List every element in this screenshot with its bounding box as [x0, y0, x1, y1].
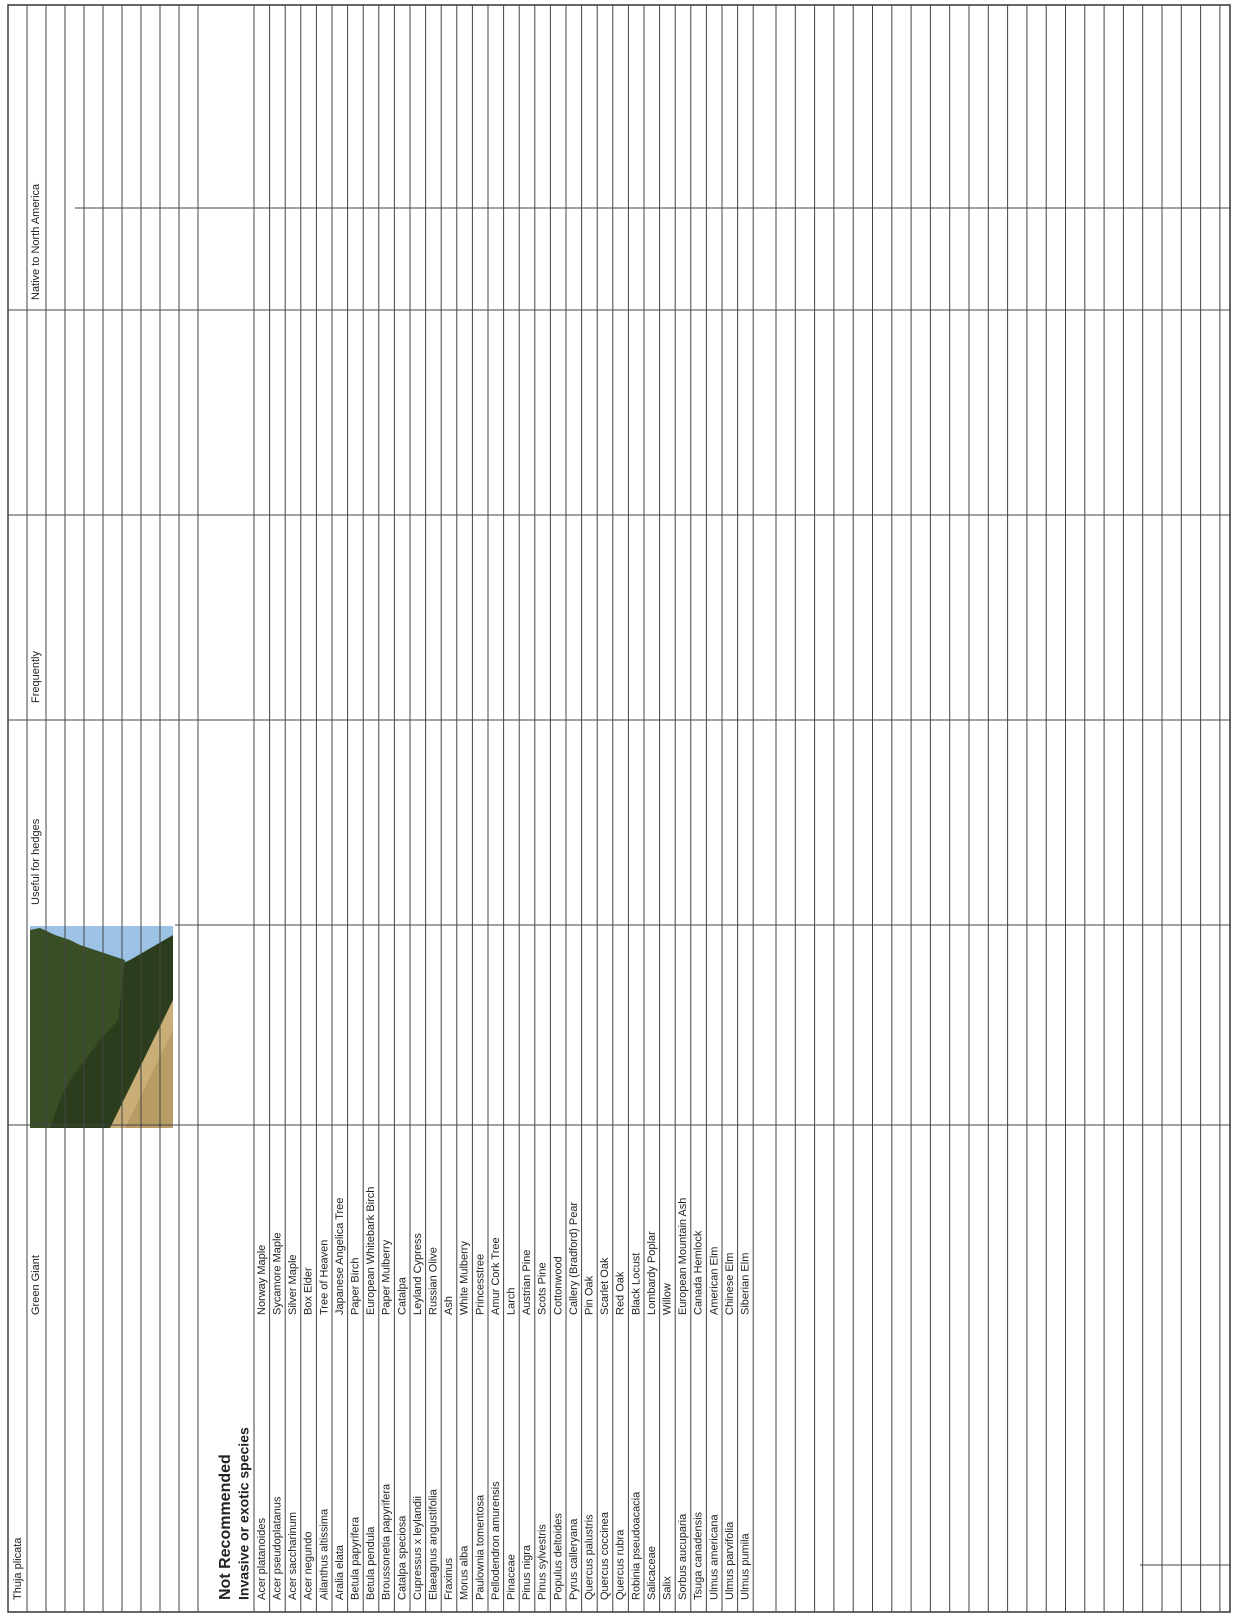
header-cell: Thuja plicata: [12, 1537, 24, 1600]
common-name: Norway Maple: [256, 1245, 268, 1315]
scientific-name: Acer negundo: [303, 1532, 315, 1601]
common-name: Sycamore Maple: [272, 1232, 284, 1315]
common-name: European Whitebark Birch: [365, 1187, 377, 1315]
common-name: Cottonwood: [552, 1256, 564, 1315]
common-name: American Elm: [708, 1247, 720, 1315]
scientific-name: Populus deltoides: [552, 1513, 564, 1600]
scientific-name: Betula pendula: [365, 1526, 377, 1600]
common-name: European Mountain Ash: [677, 1198, 689, 1315]
common-name: Scarlet Oak: [599, 1257, 611, 1315]
scientific-name: Salix: [662, 1576, 674, 1600]
common-name: Catalpa: [396, 1276, 408, 1315]
scientific-name: Acer platanoides: [256, 1518, 268, 1600]
common-name: Russian Olive: [428, 1247, 440, 1315]
common-name: Scots Pine: [537, 1262, 549, 1315]
common-name: White Mulberry: [459, 1241, 471, 1315]
common-name: Paper Mulberry: [381, 1239, 393, 1315]
common-name: Ash: [443, 1296, 455, 1315]
scientific-name: Broussonetia papyrifera: [381, 1483, 393, 1600]
scientific-name: Elaeagnus angustifolia: [428, 1488, 440, 1600]
header-cell: Frequently: [30, 651, 42, 703]
common-name: Austrian Pine: [521, 1250, 533, 1315]
common-name: Siberian Elm: [740, 1253, 752, 1315]
scientific-name: Ailanthus altissima: [318, 1508, 330, 1600]
scientific-name: Acer pseudoplatanus: [272, 1496, 284, 1600]
header-cell: Native to North America: [30, 183, 42, 300]
scientific-name: Morus alba: [459, 1545, 471, 1600]
photo: [30, 926, 173, 1128]
scientific-name: Catalpa speciosa: [396, 1515, 408, 1600]
common-name: Red Oak: [615, 1271, 627, 1315]
scientific-name: Betula papyrifera: [350, 1516, 362, 1600]
section-subtitle: Invasive or exotic species: [236, 1427, 252, 1600]
scientific-name: Ulmus americana: [708, 1514, 720, 1600]
scientific-name: Pellodendron amurensis: [490, 1481, 502, 1600]
common-name: Canada Hemlock: [693, 1230, 705, 1315]
common-name: Black Locust: [630, 1253, 642, 1315]
common-name: Chinese Elm: [724, 1253, 736, 1315]
scientific-name: Ulmus pumila: [740, 1532, 752, 1600]
scientific-name: Paulownia tomentosa: [474, 1494, 486, 1600]
scientific-name: Pinus nigra: [521, 1544, 533, 1600]
scientific-name: Pyrus calleryana: [568, 1518, 580, 1600]
common-name: Pin Oak: [584, 1275, 596, 1315]
scientific-name: Pinaceae: [506, 1554, 518, 1600]
section-title: Not Recommended: [217, 1454, 234, 1600]
scientific-name: Tsuga canadensis: [693, 1511, 705, 1600]
scientific-name: Quercus coccinea: [599, 1511, 611, 1600]
common-name: Willow: [662, 1283, 674, 1315]
scientific-name: Fraxinus: [443, 1557, 455, 1600]
common-name: Amur Cork Tree: [490, 1237, 502, 1315]
scientific-name: Robinia pseudoacacia: [630, 1491, 642, 1600]
common-name: Paper Birch: [350, 1258, 362, 1315]
scientific-name: Pinus sylvestris: [537, 1524, 549, 1600]
common-name: Japanese Angelica Tree: [334, 1198, 346, 1315]
common-name: Silver Maple: [287, 1254, 299, 1315]
scientific-name: Salicaceae: [646, 1546, 658, 1600]
scientific-name: Cupressus x leylandii: [412, 1496, 424, 1600]
common-name: Lombardy Poplar: [646, 1231, 658, 1315]
scientific-name: Acer saccharinum: [287, 1512, 299, 1600]
scientific-name: Quercus palustris: [584, 1514, 596, 1600]
common-name: Leyland Cypress: [412, 1233, 424, 1315]
scientific-name: Aralia elata: [334, 1544, 346, 1600]
common-name: Larch: [506, 1287, 518, 1315]
common-name: Box Elder: [303, 1267, 315, 1315]
scientific-name: Ulmus parvifolia: [724, 1521, 736, 1600]
common-name: Tree of Heaven: [318, 1240, 330, 1315]
scientific-name: Quercus rubra: [615, 1529, 627, 1600]
common-name: Princesstree: [474, 1254, 486, 1315]
scientific-name: Sorbus aucuparia: [677, 1513, 689, 1600]
common-name: Callery (Bradford) Pear: [568, 1202, 580, 1315]
header-cell: Useful for hedges: [30, 818, 42, 905]
header-cell: Green Giant: [30, 1255, 42, 1315]
